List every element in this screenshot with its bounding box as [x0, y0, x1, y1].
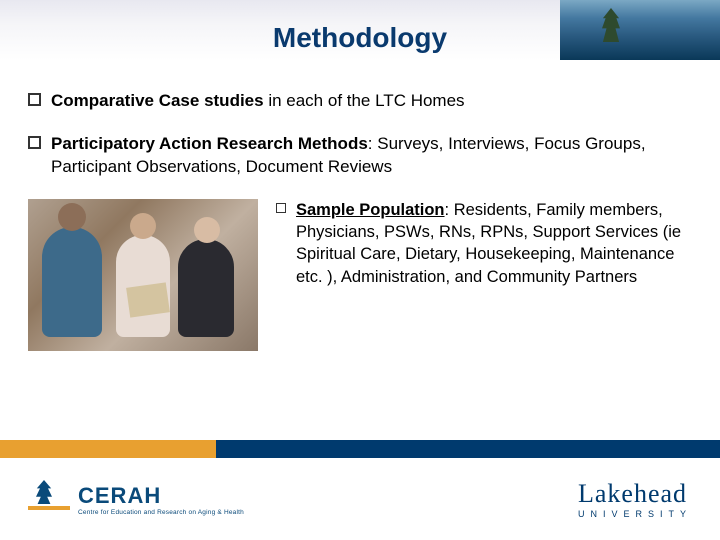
- bullet-item-1: Comparative Case studies in each of the …: [28, 90, 692, 113]
- square-bullet-icon: [28, 93, 41, 106]
- bullet-3-bold-underline: Sample Population: [296, 201, 445, 219]
- cerah-logo: CERAH Centre for Education and Research …: [28, 478, 244, 520]
- cerah-logo-text: CERAH Centre for Education and Research …: [78, 483, 244, 516]
- square-bullet-icon: [28, 136, 41, 149]
- cerah-main-text: CERAH: [78, 483, 244, 509]
- bullet-2-text: Participatory Action Research Methods: S…: [51, 133, 692, 179]
- footer-color-band: [0, 440, 720, 458]
- lakehead-main-text: Lakehead: [578, 479, 692, 509]
- healthcare-workers-photo: [28, 199, 258, 351]
- content-area: Comparative Case studies in each of the …: [28, 90, 692, 351]
- bullet-1-bold: Comparative Case studies: [51, 91, 264, 110]
- cerah-tree-icon: [28, 478, 70, 520]
- bullet-2-bold: Participatory Action Research Methods: [51, 134, 368, 153]
- bullet-3-text: Sample Population: Residents, Family mem…: [296, 199, 692, 288]
- image-and-subbullet-row: Sample Population: Residents, Family mem…: [28, 199, 692, 351]
- bullet-1-rest: in each of the LTC Homes: [264, 91, 465, 110]
- slide-title: Methodology: [0, 22, 720, 54]
- bullet-1-text: Comparative Case studies in each of the …: [51, 90, 465, 113]
- cerah-sub-text: Centre for Education and Research on Agi…: [78, 509, 244, 516]
- lakehead-sub-text: UNIVERSITY: [578, 509, 692, 519]
- square-bullet-icon: [276, 203, 286, 213]
- bullet-item-2: Participatory Action Research Methods: S…: [28, 133, 692, 179]
- bullet-item-3: Sample Population: Residents, Family mem…: [276, 199, 692, 288]
- lakehead-logo: Lakehead UNIVERSITY: [578, 479, 692, 519]
- footer-area: CERAH Centre for Education and Research …: [0, 458, 720, 540]
